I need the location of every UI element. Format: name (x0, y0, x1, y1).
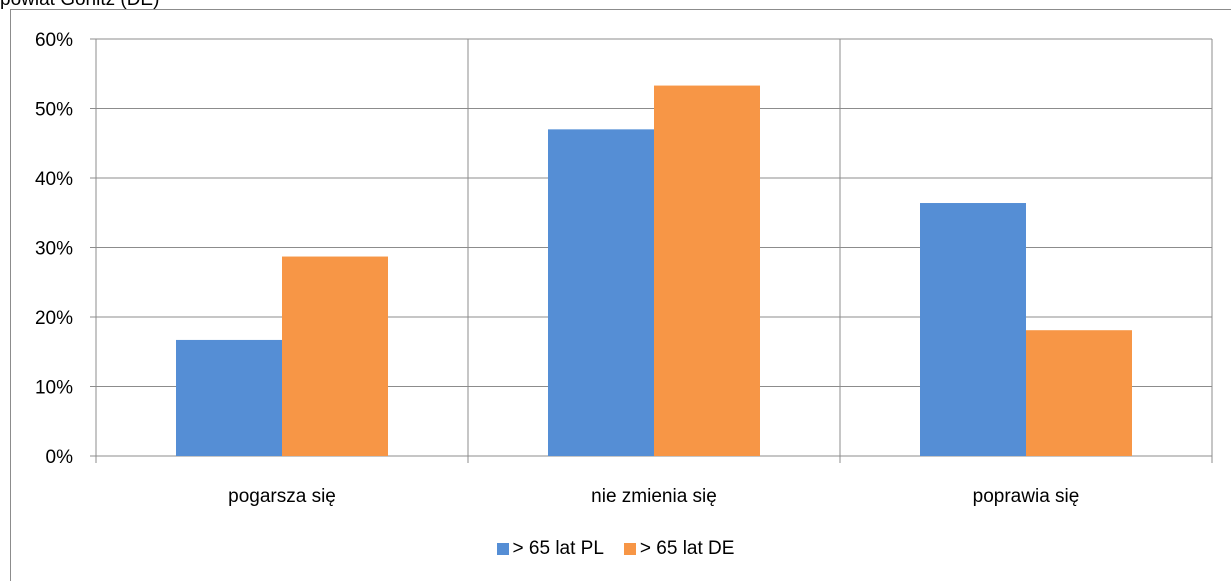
legend-item-pl: > 65 lat PL (496, 538, 604, 560)
y-tick-label: 40% (35, 169, 73, 190)
bar-pl (176, 339, 282, 456)
y-tick-label: 10% (35, 378, 73, 399)
bar-pl (548, 129, 654, 456)
y-tick-label: 20% (35, 308, 73, 329)
legend: > 65 lat PL > 65 lat DE (0, 538, 1231, 560)
chart-frame (10, 9, 1231, 581)
bar-de (282, 256, 388, 456)
legend-label-pl: > 65 lat PL (512, 538, 604, 559)
legend-swatch-de (623, 543, 636, 555)
bar-de (654, 85, 760, 456)
x-tick-label: pogarsza się (228, 486, 336, 507)
y-tick-label: 50% (35, 100, 73, 121)
bar-de (1026, 330, 1132, 456)
y-tick-label: 60% (35, 30, 73, 51)
y-tick-label: 30% (35, 239, 73, 260)
x-tick-label: nie zmienia się (591, 486, 717, 507)
bar-pl (920, 203, 1026, 456)
x-tick-label: poprawia się (973, 486, 1080, 507)
legend-label-de: > 65 lat DE (639, 538, 735, 559)
legend-item-de: > 65 lat DE (623, 538, 735, 560)
y-tick-label: 0% (46, 447, 74, 468)
chart-caption: powiat Görlitz (DE) (0, 0, 159, 11)
legend-swatch-pl (496, 543, 509, 555)
